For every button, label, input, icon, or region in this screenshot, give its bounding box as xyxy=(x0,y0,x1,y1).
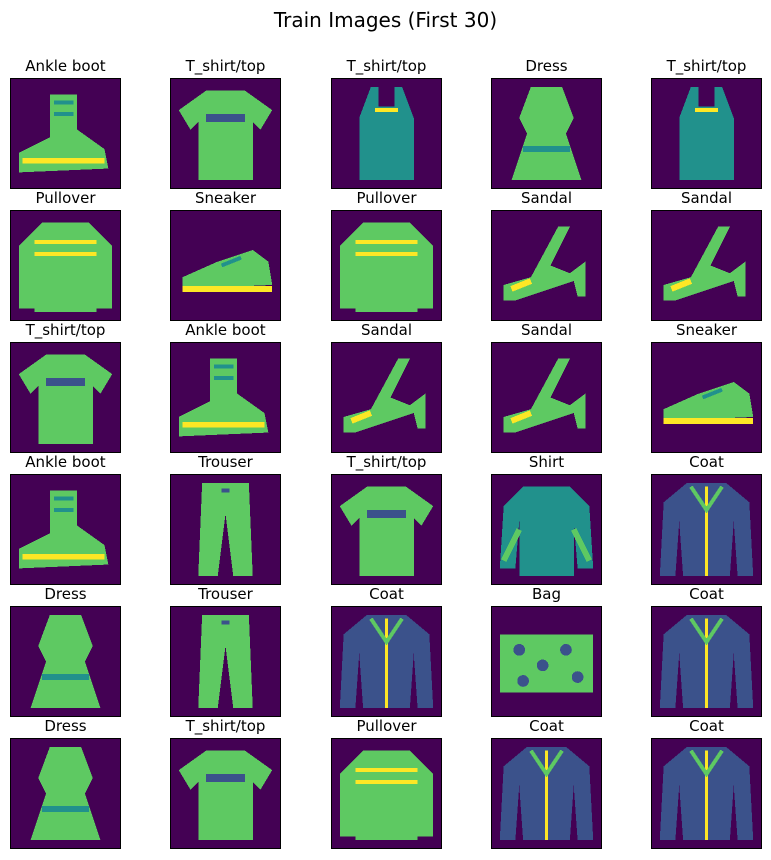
image-label: Pullover xyxy=(356,189,417,207)
image-cell: Dress xyxy=(10,585,121,719)
image-label: Dress xyxy=(44,585,87,603)
image-cell: Sandal xyxy=(491,321,602,455)
tank-top-image xyxy=(651,78,762,189)
tshirt-image xyxy=(10,342,121,453)
shirt-image xyxy=(491,474,602,585)
image-label: T_shirt/top xyxy=(346,453,427,471)
image-label: Coat xyxy=(689,585,724,603)
dress-image xyxy=(10,738,121,849)
pullover-image xyxy=(331,738,442,849)
image-cell: Coat xyxy=(651,453,762,587)
tshirt-image xyxy=(170,78,281,189)
image-cell: Sandal xyxy=(331,321,442,455)
pullover-image xyxy=(331,210,442,321)
image-cell: T_shirt/top xyxy=(170,57,281,191)
ankle-boot-image xyxy=(10,78,121,189)
ankle-boot-image xyxy=(10,474,121,585)
image-label: T_shirt/top xyxy=(666,57,747,75)
image-label: Pullover xyxy=(35,189,96,207)
image-label: T_shirt/top xyxy=(185,57,266,75)
image-cell: Coat xyxy=(331,585,442,719)
image-label: Dress xyxy=(44,717,87,735)
image-cell: T_shirt/top xyxy=(331,57,442,191)
image-cell: Sandal xyxy=(651,189,762,323)
image-cell: Ankle boot xyxy=(10,453,121,587)
image-label: Coat xyxy=(689,453,724,471)
image-label: Dress xyxy=(525,57,568,75)
image-cell: Sneaker xyxy=(170,189,281,323)
sandal-image xyxy=(651,210,762,321)
tshirt-image xyxy=(170,738,281,849)
coat-image xyxy=(651,474,762,585)
bag-image xyxy=(491,606,602,717)
tank-top-image xyxy=(331,78,442,189)
image-cell: Trouser xyxy=(170,453,281,587)
image-label: Ankle boot xyxy=(25,57,106,75)
sandal-image xyxy=(491,342,602,453)
image-label: Shirt xyxy=(528,453,565,471)
image-cell: Ankle boot xyxy=(170,321,281,455)
image-cell: Bag xyxy=(491,585,602,719)
image-label: Trouser xyxy=(198,585,253,603)
image-label: Sandal xyxy=(360,321,413,339)
dress-image xyxy=(491,78,602,189)
image-cell: Pullover xyxy=(10,189,121,323)
image-label: Coat xyxy=(529,717,564,735)
image-cell: Coat xyxy=(651,717,762,851)
image-label: T_shirt/top xyxy=(185,717,266,735)
image-cell: T_shirt/top xyxy=(10,321,121,455)
tshirt-image xyxy=(331,474,442,585)
image-label: Ankle boot xyxy=(25,453,106,471)
image-label: Sandal xyxy=(680,189,733,207)
image-cell: Pullover xyxy=(331,189,442,323)
image-label: Sneaker xyxy=(676,321,737,339)
image-label: Sandal xyxy=(520,321,573,339)
image-cell: Sandal xyxy=(491,189,602,323)
image-label: Bag xyxy=(531,585,561,603)
trouser-image xyxy=(170,474,281,585)
sneaker-image xyxy=(170,210,281,321)
image-cell: Coat xyxy=(491,717,602,851)
pullover-image xyxy=(10,210,121,321)
sandal-image xyxy=(491,210,602,321)
image-label: Sneaker xyxy=(195,189,256,207)
image-label: T_shirt/top xyxy=(346,57,427,75)
coat-image xyxy=(331,606,442,717)
image-label: T_shirt/top xyxy=(25,321,106,339)
trouser-image xyxy=(170,606,281,717)
image-cell: Sneaker xyxy=(651,321,762,455)
image-label: Trouser xyxy=(198,453,253,471)
ankle-boot-image xyxy=(170,342,281,453)
image-label: Pullover xyxy=(356,717,417,735)
image-cell: Dress xyxy=(491,57,602,191)
dress-image xyxy=(10,606,121,717)
figure-title: Train Images (First 30) xyxy=(273,8,498,32)
image-label: Coat xyxy=(369,585,404,603)
coat-image xyxy=(651,606,762,717)
image-label: Sandal xyxy=(520,189,573,207)
image-cell: T_shirt/top xyxy=(331,453,442,587)
image-cell: Dress xyxy=(10,717,121,851)
image-cell: Shirt xyxy=(491,453,602,587)
coat-image xyxy=(491,738,602,849)
image-cell: Coat xyxy=(651,585,762,719)
image-cell: T_shirt/top xyxy=(170,717,281,851)
sneaker-image xyxy=(651,342,762,453)
image-cell: Pullover xyxy=(331,717,442,851)
image-label: Ankle boot xyxy=(185,321,266,339)
image-cell: Trouser xyxy=(170,585,281,719)
sandal-image xyxy=(331,342,442,453)
image-cell: Ankle boot xyxy=(10,57,121,191)
image-cell: T_shirt/top xyxy=(651,57,762,191)
coat-image xyxy=(651,738,762,849)
image-label: Coat xyxy=(689,717,724,735)
